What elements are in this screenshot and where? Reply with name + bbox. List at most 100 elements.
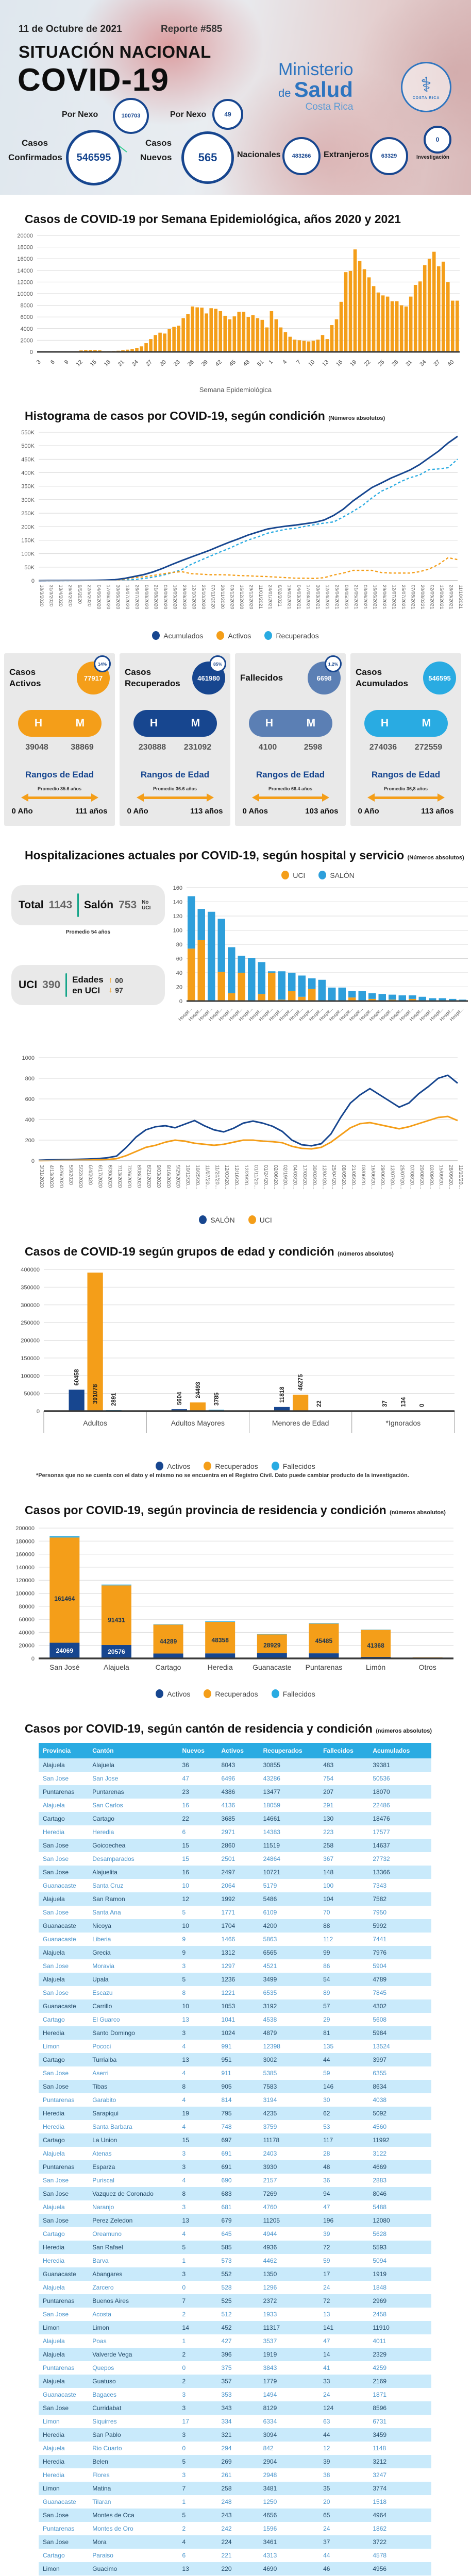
- table-cell: Puntarenas: [39, 2522, 89, 2535]
- table-cell: 18059: [259, 1799, 319, 1812]
- table-row: Cartago Paraiso 6 221 4313 44 4578: [39, 2549, 431, 2562]
- svg-text:08/05/20...: 08/05/20...: [341, 1165, 346, 1189]
- table-cell: 43286: [259, 1772, 319, 1785]
- table-row: San Jose Desamparados 15 2501 24864 367 27732: [39, 1852, 431, 1866]
- svg-text:60: 60: [176, 956, 182, 962]
- por-nexo-label-2: Por Nexo: [170, 110, 207, 119]
- svg-text:550K: 550K: [21, 430, 35, 436]
- table-cell: Valverde Vega: [88, 2348, 178, 2361]
- svg-text:150000: 150000: [21, 1355, 40, 1362]
- svg-text:30: 30: [159, 359, 167, 368]
- column-header: Activos: [217, 1743, 259, 1758]
- table-cell: 7845: [368, 1986, 431, 1999]
- table-cell: 2157: [259, 2174, 319, 2187]
- legend-dot-icon: [248, 1215, 256, 1224]
- svg-text:29/06/2021: 29/06/2021: [381, 585, 387, 609]
- table-cell: 294: [217, 2442, 259, 2455]
- table-cell: 11317: [259, 2321, 319, 2334]
- svg-text:25: 25: [377, 359, 385, 368]
- table-row: Limon Pococi 4 991 12398 135 13524: [39, 2040, 431, 2053]
- table-cell: Alajuela: [39, 1973, 89, 1986]
- table-cell: 146: [319, 2080, 369, 2093]
- age-range-values: 0 Año 113 años: [127, 807, 223, 816]
- promedio-label: Promedio 35.6 años: [37, 786, 82, 791]
- table-cell: 528: [217, 2281, 259, 2294]
- table-cell: Heredia: [88, 1825, 178, 1839]
- table-cell: 5628: [368, 2227, 431, 2241]
- extranjeros-circle: 63329: [370, 137, 408, 175]
- svg-text:0: 0: [31, 578, 35, 584]
- legend-dot-icon: [204, 1689, 212, 1698]
- por-nexo-confirmados-circle: 100703: [113, 98, 149, 134]
- table-cell: Limon: [88, 2321, 178, 2334]
- table-cell: 242: [217, 2522, 259, 2535]
- svg-text:3/31/2020: 3/31/2020: [39, 1165, 44, 1188]
- hosp-summary: Total 1143 Salón 753 No UCI Promedio 54 …: [0, 868, 165, 1052]
- svg-text:20/11/2020: 20/11/2020: [220, 585, 225, 609]
- table-cell: 6731: [368, 2415, 431, 2428]
- legend-dot-icon: [271, 1689, 279, 1698]
- svg-text:Guanacaste: Guanacaste: [253, 1663, 292, 1671]
- table-cell: 1466: [217, 1933, 259, 1946]
- table-cell: Cartago: [88, 1812, 178, 1825]
- table-cell: 7: [178, 2482, 217, 2495]
- uci-age-min: 00: [115, 976, 123, 985]
- svg-text:18/3/2020: 18/3/2020: [39, 585, 44, 606]
- svg-text:200K: 200K: [21, 524, 35, 530]
- column-header: Recuperados: [259, 1743, 319, 1758]
- table-cell: Barva: [88, 2254, 178, 2267]
- table-row: Guanacaste Santa Cruz 10 2064 5179 100 7343: [39, 1879, 431, 1892]
- table-cell: 3: [178, 2388, 217, 2401]
- table-cell: Cartago: [39, 2133, 89, 2147]
- table-cell: 1992: [217, 1892, 259, 1906]
- svg-text:37: 37: [382, 1400, 388, 1407]
- table-cell: 54: [319, 1973, 369, 1986]
- table-cell: Limon: [39, 2482, 89, 2495]
- table-cell: Matina: [88, 2482, 178, 2495]
- table-row: San Jose Vazquez de Coronado 8 683 7269 94 804…: [39, 2187, 431, 2200]
- svg-text:21/05/2021: 21/05/2021: [353, 585, 359, 609]
- table-cell: Limon: [39, 2415, 89, 2428]
- table-cell: 1933: [259, 2308, 319, 2321]
- table-cell: 44: [319, 2549, 369, 2562]
- table-row: San Jose Tibas 8 905 7583 146 8634: [39, 2080, 431, 2093]
- table-cell: 1518: [368, 2495, 431, 2509]
- svg-text:14000: 14000: [17, 268, 33, 274]
- table-cell: 12: [178, 1892, 217, 1906]
- svg-text:29/06/20...: 29/06/20...: [380, 1165, 385, 1189]
- svg-text:07/11/2020: 07/11/2020: [210, 585, 216, 609]
- table-cell: 5: [178, 1906, 217, 1919]
- legend-dot-icon: [318, 871, 327, 879]
- table-cell: 748: [217, 2120, 259, 2133]
- table-cell: Heredia: [39, 2120, 89, 2133]
- canton-section-title: Casos por COVID-19, según cantón de resi…: [25, 1722, 432, 1735]
- table-cell: 7: [178, 2294, 217, 2308]
- table-cell: 8: [178, 1986, 217, 1999]
- svg-text:25/04/2021: 25/04/2021: [334, 585, 340, 609]
- legend-dot-icon: [204, 1462, 212, 1470]
- table-cell: Guanacaste: [39, 2495, 89, 2509]
- svg-text:12/03/20...: 12/03/20...: [224, 1165, 229, 1189]
- svg-text:40000: 40000: [19, 1630, 35, 1636]
- table-cell: 1848: [368, 2281, 431, 2294]
- table-cell: 7269: [259, 2187, 319, 2200]
- table-cell: 5: [178, 2509, 217, 2522]
- por-nexo-label-1: Por Nexo: [62, 110, 98, 119]
- svg-text:02/09/2021: 02/09/2021: [429, 585, 435, 609]
- table-cell: 65: [319, 2509, 369, 2522]
- table-row: Alajuela Upala 5 1236 3499 54 4789: [39, 1973, 431, 1986]
- svg-text:15/09/2021: 15/09/2021: [439, 585, 444, 609]
- province-stacked-chart: 0 20000 40000 60000 80000 100000 120000 140000 1…: [15, 1526, 453, 1671]
- table-cell: 141: [319, 2321, 369, 2334]
- table-cell: 6535: [259, 1986, 319, 1999]
- svg-text:13: 13: [321, 359, 330, 368]
- table-cell: Heredia: [39, 2107, 89, 2120]
- svg-text:51: 51: [256, 359, 265, 368]
- hosp-time-legend: SALÓN UCI: [0, 1215, 471, 1224]
- table-cell: Alajuela: [39, 2348, 89, 2361]
- svg-text:180000: 180000: [15, 1538, 35, 1545]
- table-cell: 1236: [217, 1973, 259, 1986]
- table-cell: 9: [178, 1946, 217, 1959]
